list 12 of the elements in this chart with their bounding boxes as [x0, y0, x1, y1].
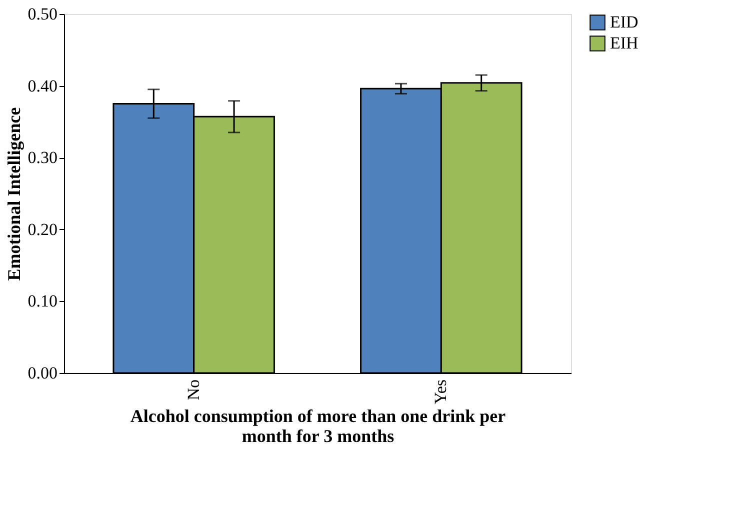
- y-tick-label: 0.00: [28, 364, 58, 382]
- y-axis-title: Emotional Intelligence: [4, 107, 24, 281]
- y-tick-label: 0.40: [28, 76, 58, 96]
- x-tick-label: No: [184, 380, 203, 400]
- legend-label: EID: [610, 12, 638, 32]
- legend-label: EIH: [610, 34, 638, 52]
- x-axis-title: Alcohol consumption of more than one drink per month for 3 months: [130, 406, 506, 446]
- x-tick-label: Yes: [431, 380, 450, 404]
- y-tick-label: 0.10: [28, 292, 58, 311]
- y-tick-label: 0.30: [28, 148, 58, 168]
- y-tick-label: 0.20: [28, 220, 58, 239]
- y-tick-label: 0.50: [28, 4, 58, 24]
